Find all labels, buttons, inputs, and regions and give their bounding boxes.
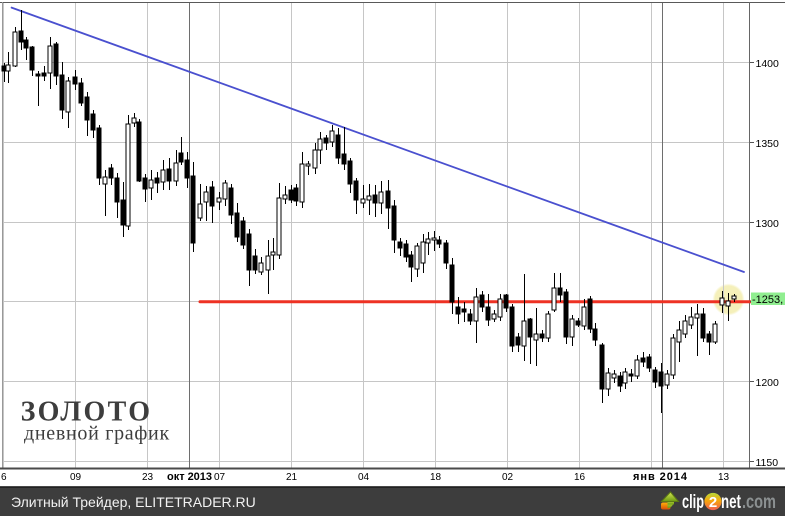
svg-text:.com: .com (742, 492, 776, 513)
svg-text:16: 16 (574, 472, 586, 483)
svg-text:1200: 1200 (756, 377, 780, 389)
svg-text:1350: 1350 (756, 138, 780, 150)
svg-text:21: 21 (286, 472, 298, 483)
svg-text:02: 02 (502, 472, 514, 483)
svg-text:18: 18 (430, 472, 442, 483)
svg-text:13: 13 (718, 472, 730, 483)
svg-text:Элитный Трейдер, ELITETRADER.R: Элитный Трейдер, ELITETRADER.RU (11, 494, 256, 510)
svg-text:ЗОЛОТО: ЗОЛОТО (21, 397, 153, 428)
svg-text:04: 04 (358, 472, 370, 483)
svg-text:6: 6 (1, 472, 7, 483)
svg-text:clip: clip (682, 492, 704, 513)
svg-text:23: 23 (142, 472, 154, 483)
svg-text:янв 2014: янв 2014 (633, 471, 688, 483)
svg-text:net: net (721, 492, 741, 513)
svg-text:-1253,: -1253, (752, 294, 783, 306)
svg-text:1400: 1400 (756, 58, 780, 70)
svg-text:2: 2 (709, 494, 717, 511)
svg-text:окт 2013: окт 2013 (167, 471, 212, 483)
svg-text:07: 07 (214, 472, 226, 483)
svg-text:дневной график: дневной график (24, 423, 170, 445)
svg-text:1300: 1300 (756, 218, 780, 230)
svg-text:1150: 1150 (756, 457, 779, 469)
svg-text:09: 09 (70, 472, 82, 483)
